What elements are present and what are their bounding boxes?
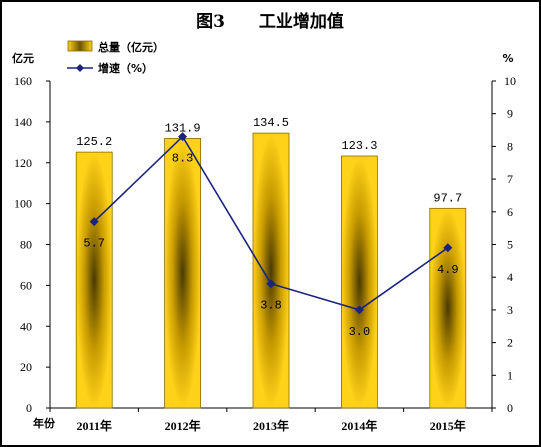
y-left-tick-label: 120	[14, 156, 32, 170]
y-right-tick-label: 6	[507, 205, 513, 219]
y-left-ticks: 0 20 40 60 80 100 120 140 160	[14, 74, 50, 415]
legend-line-marker	[76, 64, 84, 72]
legend: 总量（亿元） 增速（%）	[67, 40, 164, 75]
x-tick-label: 2015年	[430, 418, 466, 433]
y-left-tick-label: 0	[26, 401, 32, 415]
x-ticks: 2011年 2012年 2013年 2014年 2015年	[49, 408, 493, 433]
bar-value-label: 97.7	[433, 191, 462, 205]
x-axis-unit: 年份	[33, 416, 56, 430]
line-value-label: 3.0	[349, 325, 371, 339]
x-tick-label: 2014年	[341, 418, 377, 433]
y-right-tick-label: 0	[507, 401, 513, 415]
line-value-label: 4.9	[437, 263, 459, 277]
legend-line-label: 增速（%）	[98, 61, 153, 75]
bar	[252, 132, 290, 409]
y-right-tick-label: 7	[507, 172, 513, 186]
bar-value-label: 123.3	[341, 139, 377, 153]
line-point	[266, 279, 276, 289]
y-left-tick-label: 80	[20, 238, 32, 252]
line-series	[89, 132, 453, 315]
y-left-tick-label: 160	[14, 74, 32, 88]
bar	[164, 138, 202, 409]
y-right-unit: %	[502, 52, 513, 65]
line-point	[178, 132, 188, 142]
line-point	[89, 217, 99, 227]
x-tick-label: 2012年	[165, 418, 201, 433]
line-point	[443, 243, 453, 253]
y-left-tick-label: 140	[14, 115, 32, 129]
y-left-tick-label: 60	[20, 278, 32, 292]
y-right-tick-label: 4	[507, 270, 513, 284]
y-right-tick-label: 5	[507, 238, 513, 252]
y-left-unit: 亿元	[12, 51, 34, 65]
line-value-label: 8.3	[172, 152, 194, 166]
line-value-label: 5.7	[83, 237, 105, 251]
x-tick-label: 2013年	[253, 418, 289, 433]
y-right-tick-label: 8	[507, 139, 513, 153]
bar-value-label: 131.9	[165, 121, 201, 135]
data-labels: 125.2 131.9 134.5 123.3 97.7 5.7 8.3 3.8 3.0 4.9	[76, 116, 462, 339]
bar	[429, 207, 467, 409]
y-right-tick-label: 9	[507, 107, 513, 121]
line-value-label: 3.8	[260, 299, 282, 313]
legend-bar-label: 总量（亿元）	[98, 40, 164, 54]
y-right-tick-label: 3	[507, 303, 513, 317]
bar-value-label: 125.2	[76, 135, 112, 149]
y-right-tick-label: 2	[507, 336, 513, 350]
y-left-tick-label: 40	[20, 319, 32, 333]
bar	[75, 151, 113, 409]
line-point	[354, 305, 364, 315]
chart-title: 图3 工业增加值	[196, 11, 344, 32]
legend-bar-swatch	[67, 40, 93, 52]
x-tick-label: 2011年	[77, 418, 112, 433]
bar	[340, 155, 378, 409]
y-left-tick-label: 100	[14, 197, 32, 211]
bar-value-label: 134.5	[253, 116, 289, 130]
y-right-tick-label: 10	[504, 74, 516, 88]
bar-series	[75, 132, 467, 409]
y-left-tick-label: 20	[20, 360, 32, 374]
y-right-ticks: 0 1 2 3 4 5 6 7 8 9 10	[492, 74, 516, 415]
y-right-tick-label: 1	[507, 368, 513, 382]
